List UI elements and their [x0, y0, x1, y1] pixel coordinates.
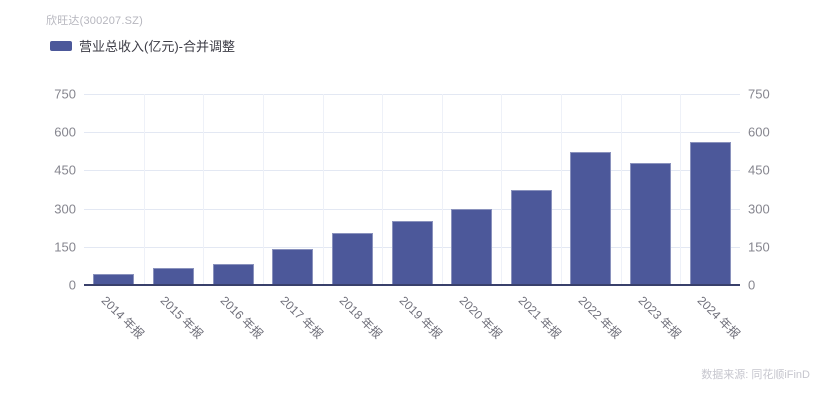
- bar-2020-年报[interactable]: [451, 209, 493, 285]
- data-source-note: 数据来源: 同花顺iFinD: [701, 369, 810, 381]
- x-axis-label: 2018 年报: [337, 293, 386, 342]
- split-line-x: [501, 94, 503, 285]
- x-axis-label: 2021 年报: [515, 293, 565, 342]
- x-axis-line: [84, 284, 740, 286]
- y-axis-label-left: 750: [54, 86, 76, 102]
- x-axis-label: 2017 年报: [277, 293, 326, 342]
- y-axis-label-left: 0: [68, 277, 76, 293]
- gridline-y-300: [84, 208, 740, 210]
- bar-2021-年报[interactable]: [510, 189, 552, 285]
- gridline-y-600: [84, 132, 740, 134]
- y-axis-label-left: 600: [54, 124, 76, 140]
- y-axis-label-right: 750: [748, 86, 770, 102]
- split-line-x: [441, 94, 443, 285]
- legend-swatch: [50, 40, 72, 51]
- x-axis-label: 2023 年报: [635, 293, 684, 342]
- split-line-x: [561, 94, 563, 285]
- bar-2022-年报[interactable]: [570, 152, 612, 285]
- legend-item-revenue[interactable]: 营业总收入(亿元)-合并调整: [50, 36, 235, 55]
- bar-2018-年报[interactable]: [331, 233, 373, 285]
- bar-2017-年报[interactable]: [272, 249, 314, 285]
- bar-2024-年报[interactable]: [689, 142, 731, 285]
- legend-label: 营业总收入(亿元)-合并调整: [79, 39, 235, 54]
- split-line-x: [143, 94, 145, 285]
- x-axis-label: 2015 年报: [158, 293, 207, 342]
- y-axis-label-right: 600: [748, 124, 770, 140]
- gridline-y-450: [84, 170, 740, 172]
- x-axis-label: 2022 年报: [575, 293, 624, 342]
- bar-2014-年报[interactable]: [93, 274, 135, 285]
- x-axis-label: 2019 年报: [396, 293, 445, 342]
- split-line-x: [680, 94, 682, 285]
- y-axis-label-left: 150: [54, 239, 76, 255]
- split-line-x: [322, 94, 324, 285]
- x-axis-label: 2016 年报: [217, 293, 266, 342]
- x-axis-label: 2014 年报: [98, 293, 147, 342]
- bar-2016-年报[interactable]: [212, 264, 254, 285]
- gridline-y-750: [84, 94, 740, 95]
- bar-2015-年报[interactable]: [152, 268, 194, 285]
- y-axis-label-left: 450: [54, 162, 76, 178]
- bar-2019-年报[interactable]: [391, 220, 433, 285]
- split-line-x: [203, 94, 205, 285]
- y-axis-label-right: 300: [748, 201, 770, 217]
- y-axis-label-right: 0: [748, 277, 756, 293]
- split-line-x: [382, 94, 384, 285]
- x-axis-label: 2020 年报: [456, 293, 505, 342]
- split-line-x: [262, 94, 264, 285]
- split-line-x: [620, 94, 622, 285]
- y-axis-label-left: 300: [54, 201, 76, 217]
- y-axis-label-right: 150: [748, 239, 770, 255]
- chart-title: 欣旺达(300207.SZ): [46, 15, 143, 27]
- bar-2023-年报[interactable]: [630, 163, 672, 285]
- y-axis-label-right: 450: [748, 162, 770, 178]
- x-axis-label: 2024 年报: [694, 293, 743, 342]
